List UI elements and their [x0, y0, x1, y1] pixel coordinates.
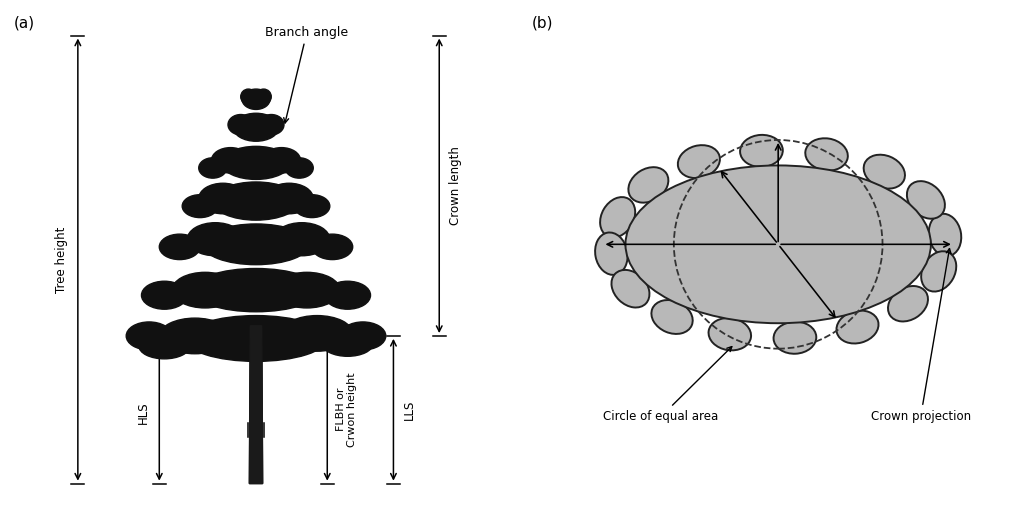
Ellipse shape [805, 138, 848, 171]
Ellipse shape [221, 147, 291, 180]
Ellipse shape [709, 318, 751, 350]
Ellipse shape [187, 222, 244, 256]
Ellipse shape [172, 272, 239, 308]
Polygon shape [250, 326, 262, 484]
Ellipse shape [773, 322, 816, 354]
Ellipse shape [740, 135, 782, 167]
Ellipse shape [837, 310, 879, 344]
Text: DBH: DBH [250, 436, 262, 463]
Ellipse shape [182, 195, 218, 218]
Ellipse shape [273, 222, 330, 256]
Text: EA: EA [803, 193, 816, 203]
Text: (a): (a) [14, 15, 36, 30]
Ellipse shape [203, 224, 309, 265]
Ellipse shape [323, 331, 373, 356]
Ellipse shape [241, 89, 256, 104]
Ellipse shape [595, 233, 628, 275]
Ellipse shape [193, 268, 319, 312]
Ellipse shape [922, 251, 956, 292]
Ellipse shape [678, 145, 720, 178]
Ellipse shape [863, 155, 905, 189]
Text: Circle of equal area: Circle of equal area [603, 347, 732, 423]
Ellipse shape [626, 165, 931, 323]
Ellipse shape [929, 214, 962, 256]
Ellipse shape [184, 316, 328, 361]
Ellipse shape [233, 113, 279, 141]
Ellipse shape [273, 272, 340, 308]
Ellipse shape [265, 183, 313, 214]
Ellipse shape [126, 322, 172, 350]
Ellipse shape [199, 183, 247, 214]
Ellipse shape [325, 281, 371, 309]
Text: LLS: LLS [403, 400, 416, 420]
Text: Crown length: Crown length [450, 147, 462, 225]
Ellipse shape [256, 89, 271, 104]
Ellipse shape [141, 281, 187, 309]
Ellipse shape [262, 148, 300, 173]
Ellipse shape [160, 318, 230, 354]
Ellipse shape [258, 115, 284, 135]
Ellipse shape [212, 148, 250, 173]
Text: Branch angle: Branch angle [265, 25, 348, 123]
Ellipse shape [242, 89, 270, 109]
Text: $D$: $D$ [784, 183, 797, 197]
Ellipse shape [213, 182, 299, 220]
Ellipse shape [286, 158, 313, 178]
Ellipse shape [600, 197, 635, 237]
Ellipse shape [907, 181, 945, 219]
Text: LS: LS [797, 270, 815, 285]
Text: FLBH or
Crwon height: FLBH or Crwon height [336, 373, 357, 447]
Ellipse shape [282, 316, 352, 351]
Ellipse shape [651, 300, 692, 334]
Text: Crown projection: Crown projection [870, 248, 971, 423]
Polygon shape [250, 341, 262, 484]
Ellipse shape [139, 333, 189, 359]
Ellipse shape [294, 195, 330, 218]
Text: Tree height: Tree height [55, 227, 68, 293]
Ellipse shape [340, 322, 386, 350]
Text: (b): (b) [531, 15, 553, 30]
Ellipse shape [228, 115, 254, 135]
Ellipse shape [199, 158, 226, 178]
Ellipse shape [888, 286, 928, 322]
Text: LCS: LCS [670, 223, 697, 237]
Text: HLS: HLS [136, 401, 150, 423]
Ellipse shape [312, 234, 352, 260]
Ellipse shape [629, 167, 669, 203]
Ellipse shape [160, 234, 200, 260]
Ellipse shape [611, 270, 649, 307]
